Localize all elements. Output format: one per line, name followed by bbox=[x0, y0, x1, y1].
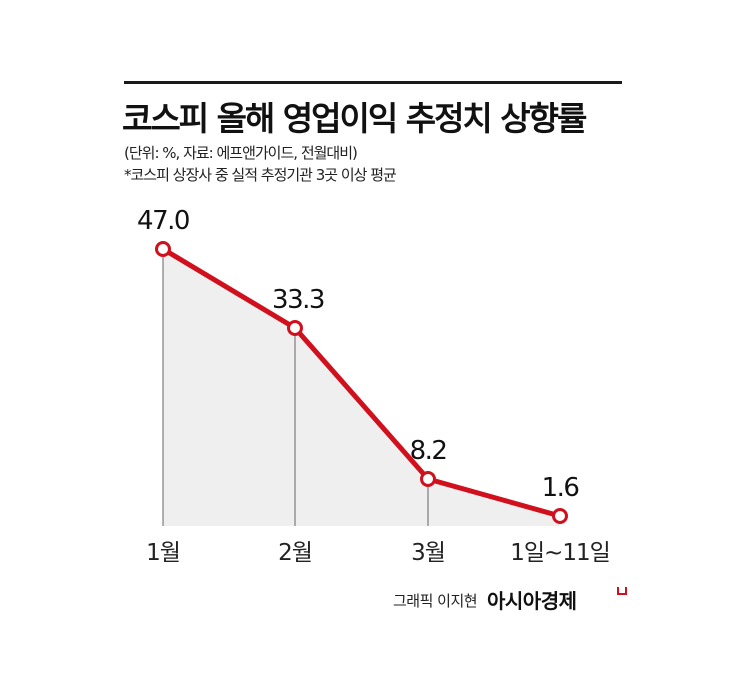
x-label-3: 3월 bbox=[411, 540, 446, 566]
chart-note: *코스피 상장사 중 실적 추정기관 3곳 이상 평균 bbox=[124, 166, 397, 184]
data-point-marker bbox=[420, 471, 436, 487]
brand-logo: 아시아경제 bbox=[487, 589, 577, 613]
x-label-1: 1월 bbox=[146, 540, 181, 566]
value-label-4: 1.6 bbox=[541, 473, 580, 503]
x-label-2: 2월 bbox=[278, 540, 313, 566]
top-rule bbox=[124, 81, 622, 84]
value-label-3: 8.2 bbox=[409, 436, 448, 466]
brand-mark-icon bbox=[617, 587, 627, 595]
data-point-marker bbox=[287, 320, 303, 336]
chart-subtitle: (단위: %, 자료: 에프앤가이드, 전월대비) bbox=[124, 144, 358, 162]
value-label-1: 47.0 bbox=[137, 206, 190, 236]
data-point-marker bbox=[552, 508, 568, 524]
value-label-2: 33.3 bbox=[272, 285, 325, 315]
plot-area bbox=[155, 241, 568, 526]
x-label-4: 1일~11일 bbox=[510, 540, 610, 566]
data-line bbox=[161, 246, 561, 519]
graphic-credit: 그래픽 이지현 bbox=[393, 592, 478, 610]
area-fill bbox=[163, 249, 560, 526]
chart-title: 코스피 올해 영업이익 추정치 상향률 bbox=[122, 99, 587, 138]
data-point-marker bbox=[155, 241, 171, 257]
